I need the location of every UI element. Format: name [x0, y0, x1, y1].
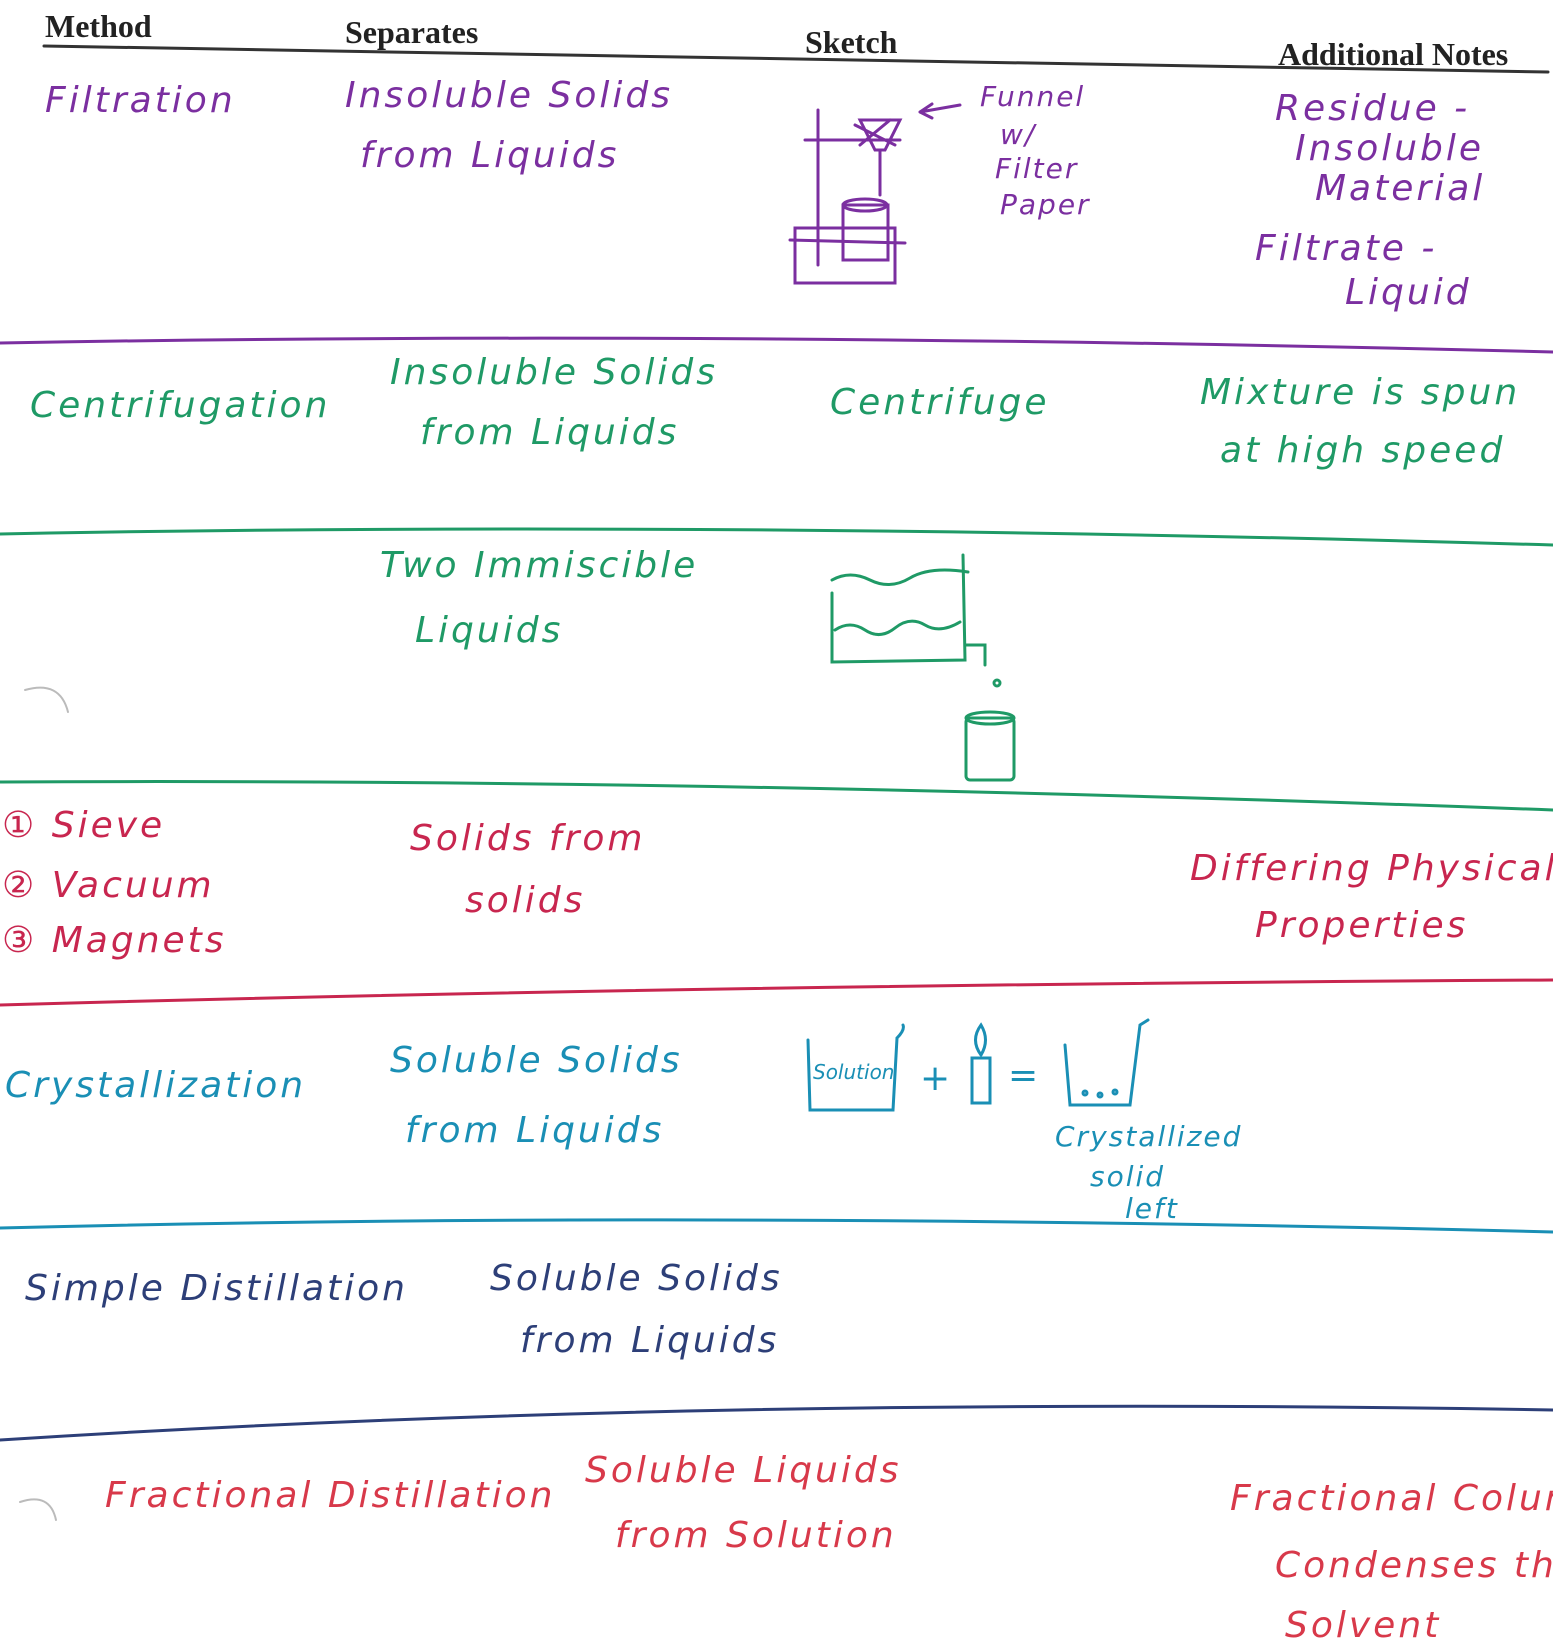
method-text: ③ Magnets — [2, 920, 227, 961]
method-text: Crystallization — [5, 1065, 307, 1106]
row-divider — [0, 1404, 1553, 1442]
separates-text: Insoluble Solids — [390, 352, 718, 393]
column-header: Method — [45, 8, 152, 44]
row-divider — [0, 780, 1553, 812]
method-text: ① Sieve — [2, 805, 166, 846]
notes-text: Material — [1315, 168, 1486, 209]
notes-text: Properties — [1255, 905, 1469, 946]
notes-text: Condenses the — [1275, 1545, 1553, 1586]
sketch-text: Paper — [1000, 188, 1091, 221]
separates-text: Soluble Liquids — [585, 1450, 902, 1491]
notes-text: Fractional Column — [1230, 1478, 1553, 1519]
notes-text: Mixture is spun — [1200, 372, 1521, 413]
separates-text: Soluble Solids — [390, 1040, 683, 1081]
notes-text: Filtrate - — [1255, 228, 1438, 269]
separates-text: solids — [465, 880, 586, 921]
separates-text: Soluble Solids — [490, 1258, 783, 1299]
notes-text: Liquid — [1345, 272, 1472, 313]
filtration-sketch — [788, 102, 962, 285]
method-text: Filtration — [45, 80, 236, 121]
row-divider — [0, 336, 1553, 354]
separates-text: Two Immiscible — [380, 545, 699, 586]
notes-text: Differing Physical — [1190, 848, 1553, 889]
column-header: Separates — [345, 14, 479, 50]
separates-text: from Liquids — [405, 1110, 665, 1151]
crystallization-sketch — [806, 1018, 1150, 1112]
separates-text: from Liquids — [520, 1320, 780, 1361]
sketch-text: = — [1008, 1055, 1042, 1096]
sketch-text: Solution — [813, 1060, 895, 1084]
hole-punch — [24, 686, 69, 713]
sketch-text: Filter — [995, 152, 1079, 185]
sketch-text: Crystallized — [1055, 1120, 1243, 1153]
separates-text: from Solution — [615, 1515, 897, 1556]
separates-text: Solids from — [410, 818, 646, 859]
notes-text: at high speed — [1220, 430, 1506, 471]
separates-text: from Liquids — [420, 412, 680, 453]
sketch-text: w/ — [1000, 118, 1037, 151]
separatory-sketch — [830, 553, 1016, 782]
method-text: Simple Distillation — [25, 1268, 408, 1309]
notes-text: Residue - — [1275, 88, 1471, 129]
hole-punch — [19, 1498, 57, 1521]
sketch-text: left — [1125, 1192, 1179, 1225]
separates-text: from Liquids — [360, 135, 620, 176]
row-divider — [0, 1218, 1553, 1234]
header-rule — [42, 44, 1550, 74]
method-text: Fractional Distillation — [105, 1475, 556, 1516]
row-divider — [0, 527, 1553, 547]
method-text: Centrifugation — [30, 385, 331, 426]
notes-text: Insoluble — [1295, 128, 1485, 169]
separates-text: Insoluble Solids — [345, 75, 673, 116]
method-text: ② Vacuum — [2, 865, 215, 906]
separates-text: Liquids — [415, 610, 564, 651]
column-header: Sketch — [805, 24, 898, 60]
sketch-text: Centrifuge — [830, 382, 1050, 423]
column-header: Additional Notes — [1278, 36, 1509, 72]
sketch-text: solid — [1090, 1160, 1166, 1193]
notes-text: Solvent — [1285, 1605, 1442, 1646]
sketch-text: Funnel — [980, 80, 1086, 113]
sketch-text: + — [920, 1058, 954, 1099]
row-divider — [0, 978, 1553, 1007]
